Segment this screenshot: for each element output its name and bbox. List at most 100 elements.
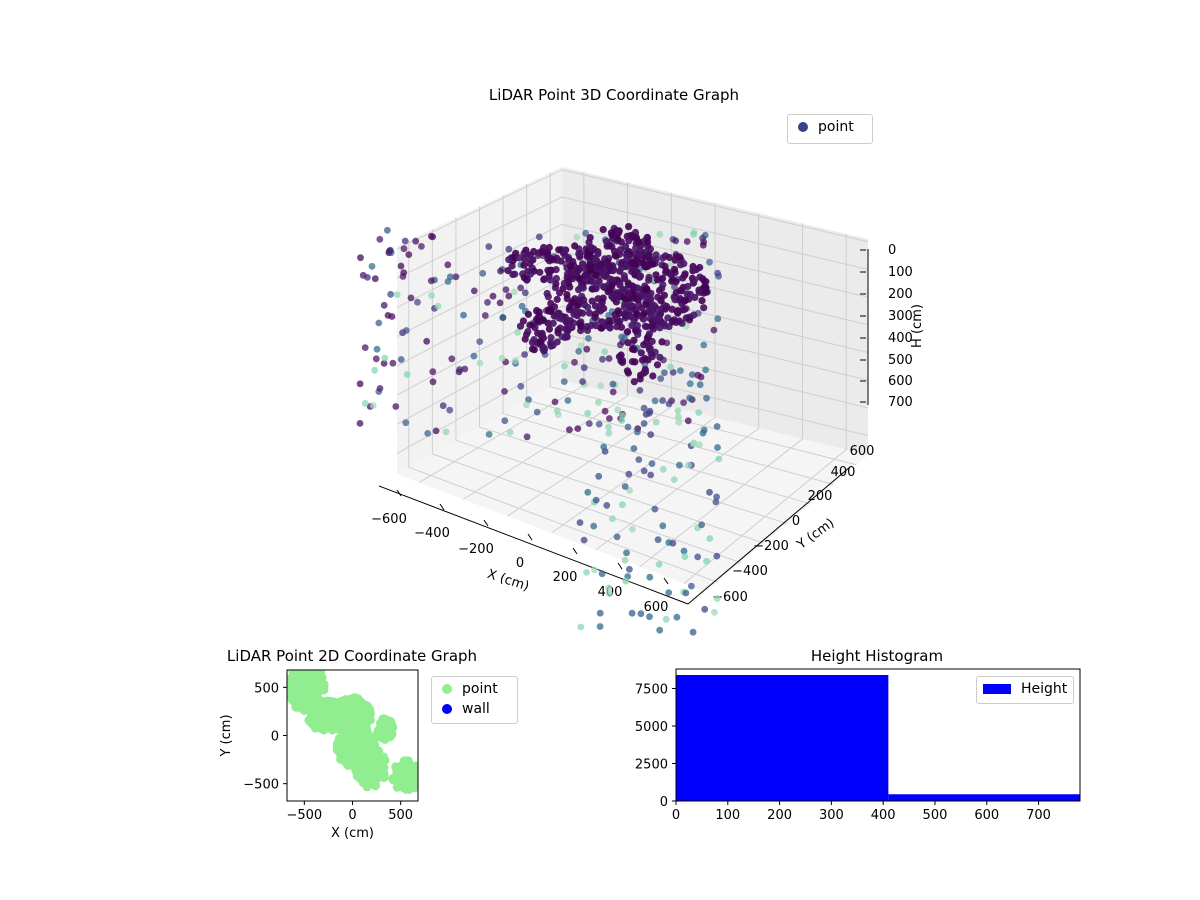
- point-2d: [299, 660, 308, 669]
- scatter-point: [680, 547, 688, 555]
- scatter-point: [665, 400, 673, 408]
- scatter-point: [700, 304, 708, 312]
- scatter-point: [659, 254, 667, 262]
- point-2d: [356, 737, 366, 747]
- scatter-point: [613, 316, 622, 324]
- scatter-point: [519, 317, 528, 325]
- point-2d: [309, 690, 319, 700]
- scatter-point: [392, 403, 400, 410]
- scatter-point: [470, 287, 478, 295]
- scatter-point: [444, 278, 452, 285]
- scatter-point: [653, 361, 662, 369]
- point-2d: [340, 741, 350, 751]
- legend-marker-wall: [442, 704, 452, 714]
- scatter-point: [669, 369, 677, 376]
- scatter-point: [649, 260, 657, 268]
- scatter-point: [595, 472, 603, 480]
- scatter-point: [429, 368, 437, 376]
- x-tick-label-2d: 500: [388, 808, 413, 823]
- scatter-point: [641, 263, 649, 271]
- grid-y: [455, 217, 765, 544]
- scatter-point: [684, 417, 692, 425]
- scatter-point: [675, 413, 682, 421]
- scatter-point: [514, 328, 522, 336]
- y-tick-label-hist: 7500: [635, 683, 668, 698]
- h-tick-label: 200: [888, 287, 913, 302]
- scatter-point: [686, 380, 694, 388]
- scatter-point: [525, 396, 532, 404]
- scatter-point: [706, 258, 713, 266]
- scatter-point: [594, 295, 602, 303]
- scatter-point: [592, 271, 600, 279]
- scatter-point: [690, 266, 698, 274]
- scatter-point: [579, 378, 586, 385]
- scatter-point: [380, 301, 388, 309]
- scatter-point: [560, 378, 568, 385]
- scatter-point: [547, 266, 556, 274]
- chart-3d-plot: −600−400−2000200400600X (cm)−600−400−200…: [356, 167, 925, 636]
- point-2d: [371, 768, 381, 778]
- scatter-point: [646, 573, 654, 581]
- scatter-point: [600, 443, 608, 451]
- scatter-point: [633, 322, 642, 330]
- grid-h: [396, 169, 869, 250]
- scatter-point: [653, 316, 661, 324]
- scatter-point: [619, 501, 626, 509]
- scatter-point: [615, 353, 624, 361]
- scatter-point: [505, 245, 513, 253]
- scatter-point: [520, 274, 528, 282]
- scatter-point: [545, 306, 553, 314]
- scatter-point: [357, 254, 364, 262]
- point-2d: [356, 728, 366, 738]
- scatter-point: [429, 378, 437, 386]
- scatter-point: [680, 260, 688, 268]
- scatter-point: [510, 288, 518, 296]
- scatter-point: [595, 420, 603, 428]
- point-2d: [397, 777, 407, 787]
- scatter-point: [505, 292, 513, 300]
- scatter-point: [626, 306, 634, 314]
- scatter-point: [580, 364, 588, 372]
- scatter-point: [545, 325, 554, 333]
- chart-3d-legend: point: [787, 114, 873, 144]
- legend-entry-height: Height: [977, 679, 1073, 699]
- scatter-point: [576, 296, 584, 304]
- scatter-point: [688, 371, 696, 378]
- scatter-point: [375, 319, 383, 327]
- scatter-point: [526, 321, 534, 329]
- scatter-point: [485, 431, 493, 438]
- scatter-point: [571, 358, 578, 366]
- scatter-point: [356, 380, 364, 388]
- scatter-point: [577, 283, 585, 291]
- scatter-point: [609, 380, 617, 388]
- scatter-point: [702, 366, 709, 374]
- scatter-point: [625, 470, 633, 478]
- scatter-point: [618, 333, 625, 341]
- y-tick-label-2d: 500: [254, 681, 279, 696]
- scatter-point: [699, 234, 706, 242]
- scatter-point: [574, 425, 582, 432]
- scatter-point: [681, 553, 689, 560]
- scatter-point: [640, 467, 648, 475]
- scatter-point: [636, 251, 645, 260]
- scatter-point: [622, 577, 630, 585]
- scatter-point: [634, 296, 642, 304]
- scatter-point: [598, 570, 606, 578]
- scatter-point: [651, 397, 659, 405]
- scatter-point: [428, 292, 435, 299]
- scatter-point: [498, 354, 506, 362]
- scatter-point: [634, 428, 641, 436]
- scatter-point: [640, 420, 648, 427]
- legend-entry-point: point: [788, 117, 872, 137]
- grid-h: [396, 360, 869, 454]
- scatter-point: [699, 429, 707, 437]
- point-2d: [340, 752, 350, 761]
- point-2d: [388, 775, 398, 785]
- y-axis-line: [687, 466, 851, 605]
- scatter-point: [424, 430, 432, 437]
- y-tick-label-2d: −500: [243, 778, 279, 793]
- scatter-point: [512, 357, 519, 365]
- x-tick-label-hist: 200: [767, 808, 792, 823]
- scatter-point: [583, 323, 591, 331]
- scatter-point: [571, 307, 579, 315]
